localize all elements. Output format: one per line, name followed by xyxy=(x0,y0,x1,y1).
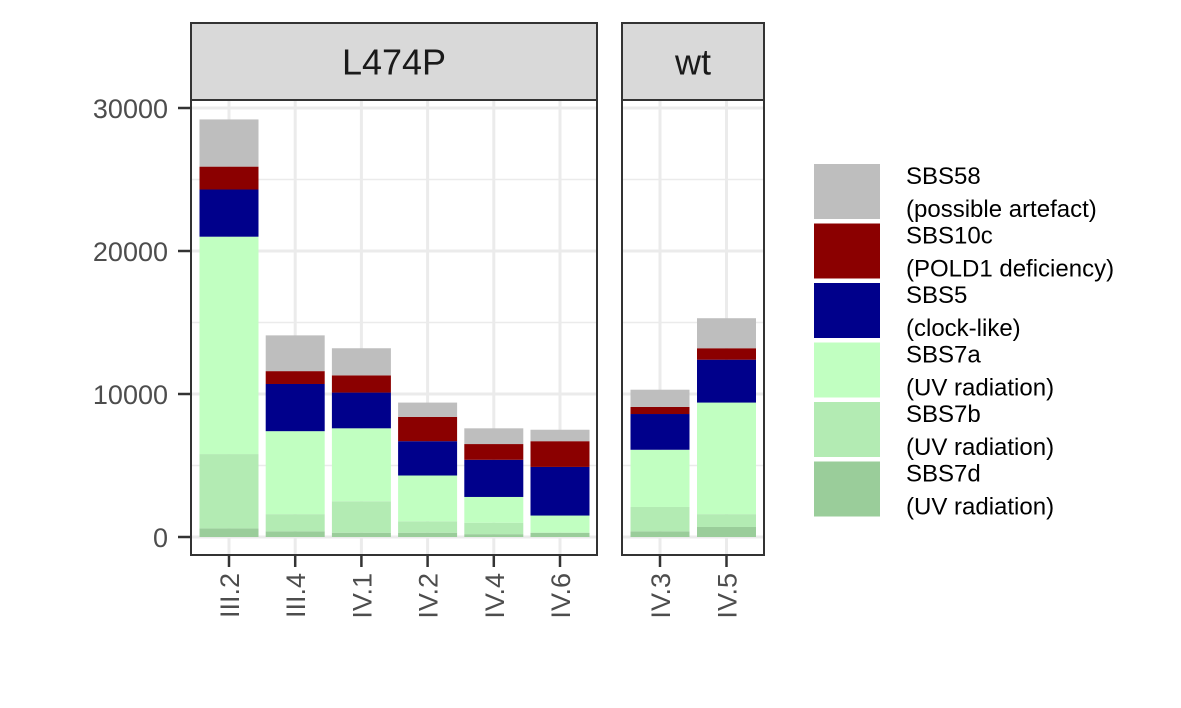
bar-segment-sbs7d-iv.4 xyxy=(464,534,524,537)
bar-segment-sbs7d-iv.5 xyxy=(697,526,756,537)
bar-segment-sbs7d-iv.1 xyxy=(331,532,391,537)
legend-desc-sbs10c: (POLD1 deficiency) xyxy=(906,256,1114,283)
x-tick-label: IV.1 xyxy=(347,573,377,619)
legend-label-sbs5: SBS5 xyxy=(906,282,967,309)
legend-label-sbs7b: SBS7b xyxy=(906,401,981,428)
legend-key-sbs58 xyxy=(814,164,880,219)
bar-segment-sbs7a-iv.5 xyxy=(697,402,756,515)
bar-segment-sbs7d-iv.3 xyxy=(630,531,690,537)
legend-label-sbs7d: SBS7d xyxy=(906,461,981,488)
legend-key-sbs10c xyxy=(814,223,880,279)
bar-segment-sbs10c-iii.2 xyxy=(199,166,259,190)
facet-strip xyxy=(621,22,765,101)
bar-segment-sbs7a-iv.2 xyxy=(398,475,458,522)
bar-segment-sbs5-iv.4 xyxy=(464,459,524,497)
bar-segment-sbs10c-iv.5 xyxy=(697,348,756,360)
bar-segment-sbs10c-iv.2 xyxy=(398,416,458,442)
facet-panel-l474p: L474P III.2 III.4 IV.1 IV.2 IV.4 IV.6 xyxy=(190,22,598,619)
x-tick-label: IV.2 xyxy=(414,573,444,619)
bar-segment-sbs5-iii.2 xyxy=(199,189,259,237)
x-tick-label: IV.3 xyxy=(646,573,676,619)
bar-segment-sbs5-iii.4 xyxy=(265,383,325,432)
facet-strip xyxy=(190,22,598,101)
bar-segment-sbs7a-iv.4 xyxy=(464,496,524,523)
bar-segment-sbs5-iv.6 xyxy=(530,466,590,516)
facet-strip-label: L474P xyxy=(342,42,446,83)
bar-segment-sbs7d-iv.6 xyxy=(530,532,590,537)
bar-segment-sbs7a-iv.1 xyxy=(331,428,391,502)
bar-segment-sbs7b-iv.2 xyxy=(398,521,458,533)
y-tick-label: 10000 xyxy=(93,380,168,410)
bar-segment-sbs7b-iii.2 xyxy=(199,454,259,529)
bar-segment-sbs7b-iii.4 xyxy=(265,514,325,532)
x-tick-label: III.4 xyxy=(281,573,311,618)
legend-desc-sbs7a: (UV radiation) xyxy=(906,375,1054,402)
legend-desc-sbs58: (possible artefact) xyxy=(906,196,1097,223)
legend: SBS58 (possible artefact)SBS10c (POLD1 def… xyxy=(814,163,1114,521)
panel-border xyxy=(621,99,765,556)
bar-segment-sbs10c-iv.3 xyxy=(630,406,690,415)
x-tick-label: IV.4 xyxy=(480,573,510,619)
y-tick-label: 20000 xyxy=(93,237,168,267)
bar-segment-sbs58-iv.5 xyxy=(697,318,756,349)
legend-desc-sbs7b: (UV radiation) xyxy=(906,434,1054,461)
bar-segment-sbs5-iv.2 xyxy=(398,441,458,476)
bar-segment-sbs58-iv.3 xyxy=(630,389,690,407)
bar-segment-sbs10c-iv.4 xyxy=(464,444,524,460)
bar-segment-sbs58-iv.1 xyxy=(331,348,391,376)
bar-segment-sbs5-iv.1 xyxy=(331,392,391,429)
legend-desc-sbs5: (clock-like) xyxy=(906,315,1021,342)
bar-segment-sbs7b-iv.3 xyxy=(630,506,690,532)
bar-segment-sbs10c-iv.1 xyxy=(331,375,391,393)
bar-segment-sbs7d-iv.2 xyxy=(398,532,458,537)
bar-segment-sbs58-iv.4 xyxy=(464,428,524,445)
y-tick-label: 30000 xyxy=(93,94,168,124)
bar-segment-sbs7a-iv.3 xyxy=(630,449,690,507)
bar-segment-sbs7a-iii.4 xyxy=(265,431,325,515)
y-tick-label: 0 xyxy=(153,523,168,553)
x-tick-label: III.2 xyxy=(215,573,245,618)
legend-desc-sbs7d: (UV radiation) xyxy=(906,494,1054,521)
legend-key-sbs7a xyxy=(814,342,880,398)
panel-background xyxy=(191,100,597,555)
x-tick-label: IV.5 xyxy=(713,573,743,619)
facet-panel-wt: wt IV.3 IV.5 xyxy=(621,22,765,619)
bar-segment-sbs7d-iii.2 xyxy=(199,528,259,537)
bar-segment-sbs7a-iii.2 xyxy=(199,236,259,455)
x-tick-label: IV.6 xyxy=(546,573,576,619)
bar-segment-sbs10c-iii.4 xyxy=(265,371,325,384)
legend-label-sbs10c: SBS10c xyxy=(906,223,993,250)
bar-segment-sbs58-iii.2 xyxy=(199,119,259,167)
legend-key-sbs7d xyxy=(814,461,880,517)
panel-border xyxy=(190,99,598,556)
legend-key-sbs7b xyxy=(814,402,880,457)
bar-segment-sbs10c-iv.6 xyxy=(530,441,590,467)
legend-label-sbs58: SBS58 xyxy=(906,163,981,190)
facet-strip-label: wt xyxy=(674,42,711,83)
bar-segment-sbs7a-iv.6 xyxy=(530,515,590,533)
bar-segment-sbs58-iv.6 xyxy=(530,429,590,442)
bar-segment-sbs5-iv.3 xyxy=(630,414,690,450)
bar-segment-sbs7d-iii.4 xyxy=(265,531,325,537)
legend-key-sbs5 xyxy=(814,283,880,338)
bar-segment-sbs5-iv.5 xyxy=(697,359,756,403)
bar-segment-sbs7b-iv.1 xyxy=(331,501,391,533)
bar-segment-sbs58-iv.2 xyxy=(398,402,458,417)
legend-label-sbs7a: SBS7a xyxy=(906,342,981,369)
bar-segment-sbs7b-iv.4 xyxy=(464,522,524,535)
bar-segment-sbs58-iii.4 xyxy=(265,335,325,372)
bar-segment-sbs7b-iv.5 xyxy=(697,514,756,527)
